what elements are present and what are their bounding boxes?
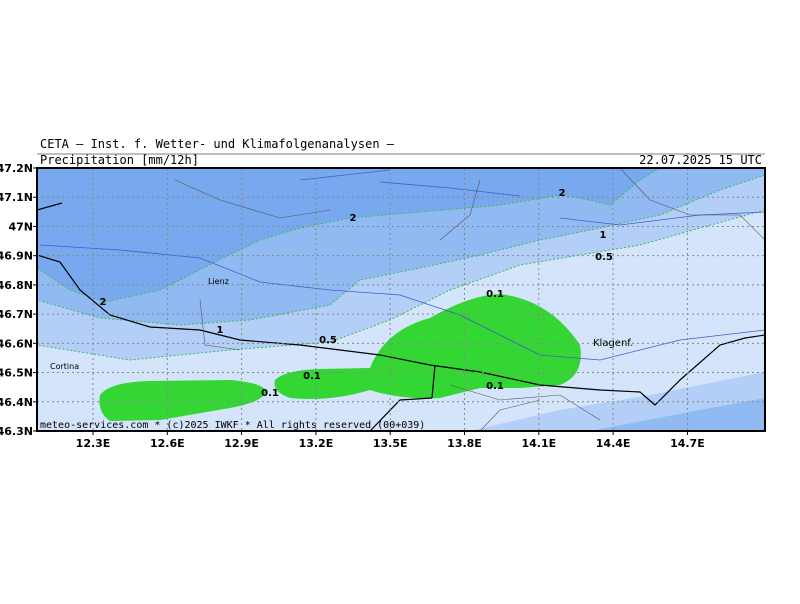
rain-area bbox=[274, 294, 581, 399]
y-tick-label: 47N bbox=[8, 220, 33, 233]
place-label: Klagenf. bbox=[593, 338, 633, 349]
contour bbox=[37, 174, 765, 326]
y-tick-label: 46.7N bbox=[0, 308, 33, 321]
place-label: Cortina bbox=[50, 362, 79, 371]
contour bbox=[37, 209, 765, 361]
contour-label: 0.1 bbox=[303, 371, 321, 382]
x-tick-label: 14.1E bbox=[521, 437, 556, 450]
y-tick-label: 46.6N bbox=[0, 337, 33, 350]
y-tick-label: 47.2N bbox=[0, 162, 33, 175]
river bbox=[39, 169, 765, 361]
contour-label: 0.1 bbox=[261, 388, 279, 399]
x-tick-label: 13.5E bbox=[373, 437, 408, 450]
footer: meteo-services.com * (c)2025 IWKF * All … bbox=[40, 420, 425, 431]
graticule bbox=[37, 168, 765, 431]
x-tick-label: 12.9E bbox=[224, 437, 259, 450]
y-tick-label: 46.4N bbox=[0, 396, 33, 409]
contour-label: 0.5 bbox=[595, 252, 613, 263]
x-tick-label: 13.2E bbox=[299, 437, 334, 450]
admin-boundary bbox=[174, 168, 765, 431]
valid-time: 22.07.2025 15 UTC bbox=[639, 153, 762, 167]
y-tick-label: 46.5N bbox=[0, 367, 33, 380]
contour-label: 2 bbox=[100, 297, 107, 308]
y-tick-label: 46.8N bbox=[0, 279, 33, 292]
tick-labels: 47.2N 47.1N 47N 46.9N 46.8N 46.7N 46.6N 46.5N 46… bbox=[0, 162, 705, 450]
x-tick-label: 14.4E bbox=[596, 437, 631, 450]
contour-label: 0.5 bbox=[319, 335, 337, 346]
contour-label: 0.1 bbox=[486, 289, 504, 300]
contour-label: 1 bbox=[600, 230, 607, 241]
rain-area bbox=[99, 380, 266, 421]
y-tick-label: 46.3N bbox=[0, 425, 33, 438]
contour-label: 2 bbox=[350, 213, 357, 224]
x-tick-label: 12.6E bbox=[150, 437, 185, 450]
y-tick-label: 47.1N bbox=[0, 191, 33, 204]
x-tick-label: 14.7E bbox=[670, 437, 705, 450]
y-tick-label: 46.9N bbox=[0, 250, 33, 263]
band-2 bbox=[37, 168, 660, 302]
contour-label: 1 bbox=[217, 325, 224, 336]
x-tick-label: 12.3E bbox=[76, 437, 111, 450]
institute: CETA – Inst. f. Wetter- und Klimafolgena… bbox=[40, 137, 395, 151]
map-frame bbox=[36, 167, 766, 432]
contour-label: 2 bbox=[559, 188, 566, 199]
border bbox=[37, 202, 765, 431]
contour bbox=[37, 168, 661, 303]
variable: Precipitation [mm/12h] bbox=[40, 153, 199, 167]
map-area: 2 2 2 1 0.5 0.1 1 0.5 0.1 0.1 0.1 Lienz … bbox=[37, 168, 765, 431]
place-label: Lienz bbox=[208, 277, 229, 286]
band-1-se bbox=[590, 398, 765, 431]
x-tick-label: 13.8E bbox=[447, 437, 482, 450]
contour-label: 0.1 bbox=[486, 381, 504, 392]
